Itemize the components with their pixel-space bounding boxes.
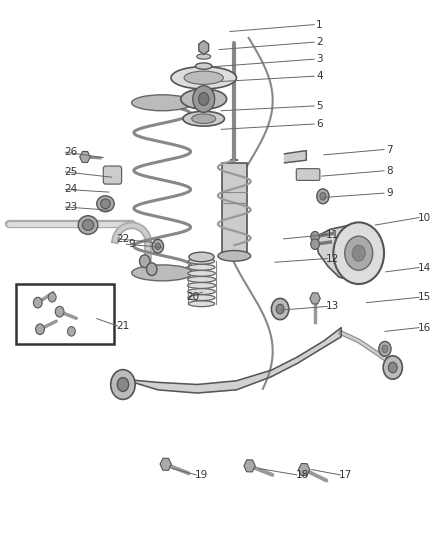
Circle shape bbox=[33, 297, 42, 308]
Ellipse shape bbox=[197, 54, 211, 59]
Ellipse shape bbox=[171, 67, 237, 89]
Text: 15: 15 bbox=[417, 292, 431, 302]
Text: 10: 10 bbox=[418, 213, 431, 223]
Ellipse shape bbox=[184, 71, 223, 84]
Text: 21: 21 bbox=[117, 321, 130, 331]
Text: 4: 4 bbox=[316, 71, 323, 81]
Ellipse shape bbox=[218, 251, 251, 261]
Polygon shape bbox=[285, 151, 306, 163]
Ellipse shape bbox=[181, 89, 226, 109]
Circle shape bbox=[320, 192, 326, 200]
Ellipse shape bbox=[188, 264, 215, 270]
Ellipse shape bbox=[189, 252, 214, 262]
Circle shape bbox=[333, 222, 384, 284]
Circle shape bbox=[152, 239, 163, 253]
Text: 14: 14 bbox=[417, 263, 431, 272]
Circle shape bbox=[345, 236, 373, 270]
Circle shape bbox=[111, 369, 135, 399]
Circle shape bbox=[311, 239, 319, 249]
Text: 2: 2 bbox=[316, 37, 323, 47]
Text: 7: 7 bbox=[386, 144, 392, 155]
Circle shape bbox=[117, 377, 129, 391]
FancyBboxPatch shape bbox=[103, 166, 122, 184]
Bar bbox=[16, 284, 114, 344]
Circle shape bbox=[155, 243, 160, 249]
Ellipse shape bbox=[188, 301, 215, 306]
Text: 19: 19 bbox=[195, 470, 208, 480]
Circle shape bbox=[147, 263, 157, 276]
Circle shape bbox=[276, 304, 284, 314]
Ellipse shape bbox=[188, 289, 215, 295]
Circle shape bbox=[55, 306, 64, 317]
Text: 26: 26 bbox=[64, 147, 77, 157]
Text: 6: 6 bbox=[316, 119, 323, 129]
Text: 12: 12 bbox=[326, 254, 339, 263]
Circle shape bbox=[193, 86, 215, 112]
Ellipse shape bbox=[192, 114, 216, 124]
Circle shape bbox=[272, 298, 289, 320]
Ellipse shape bbox=[78, 216, 98, 235]
Ellipse shape bbox=[188, 270, 215, 276]
Polygon shape bbox=[123, 328, 341, 393]
Ellipse shape bbox=[132, 95, 193, 111]
Ellipse shape bbox=[132, 265, 193, 281]
Text: 1: 1 bbox=[316, 20, 323, 30]
Ellipse shape bbox=[97, 196, 114, 212]
Circle shape bbox=[67, 327, 75, 336]
Circle shape bbox=[198, 93, 209, 106]
Circle shape bbox=[35, 324, 44, 335]
Ellipse shape bbox=[101, 199, 110, 208]
Circle shape bbox=[382, 345, 388, 353]
Text: 8: 8 bbox=[386, 166, 392, 176]
Ellipse shape bbox=[188, 259, 215, 264]
Circle shape bbox=[311, 231, 319, 242]
Polygon shape bbox=[315, 225, 384, 280]
Circle shape bbox=[383, 356, 403, 379]
Text: 9: 9 bbox=[386, 188, 392, 198]
Circle shape bbox=[379, 342, 391, 357]
Ellipse shape bbox=[195, 63, 212, 69]
Text: 18: 18 bbox=[295, 470, 309, 480]
Text: 23: 23 bbox=[64, 202, 77, 212]
Ellipse shape bbox=[187, 282, 215, 288]
Bar bbox=[223, 163, 247, 256]
Text: 17: 17 bbox=[339, 470, 352, 480]
Text: 20: 20 bbox=[186, 292, 199, 302]
Text: 22: 22 bbox=[117, 234, 130, 244]
Ellipse shape bbox=[188, 295, 215, 301]
Circle shape bbox=[140, 255, 150, 268]
Ellipse shape bbox=[82, 220, 94, 230]
Text: 3: 3 bbox=[316, 54, 323, 64]
Circle shape bbox=[389, 362, 397, 373]
Text: 5: 5 bbox=[316, 101, 323, 111]
Text: 11: 11 bbox=[326, 230, 339, 240]
Text: 9: 9 bbox=[128, 239, 135, 249]
Text: 13: 13 bbox=[326, 301, 339, 311]
Text: 25: 25 bbox=[64, 167, 77, 177]
Text: 24: 24 bbox=[64, 184, 77, 195]
FancyBboxPatch shape bbox=[296, 168, 320, 180]
Text: 16: 16 bbox=[417, 322, 431, 333]
Circle shape bbox=[317, 189, 329, 204]
Ellipse shape bbox=[183, 111, 224, 126]
Ellipse shape bbox=[187, 277, 215, 282]
Circle shape bbox=[352, 245, 365, 261]
Circle shape bbox=[48, 293, 56, 302]
